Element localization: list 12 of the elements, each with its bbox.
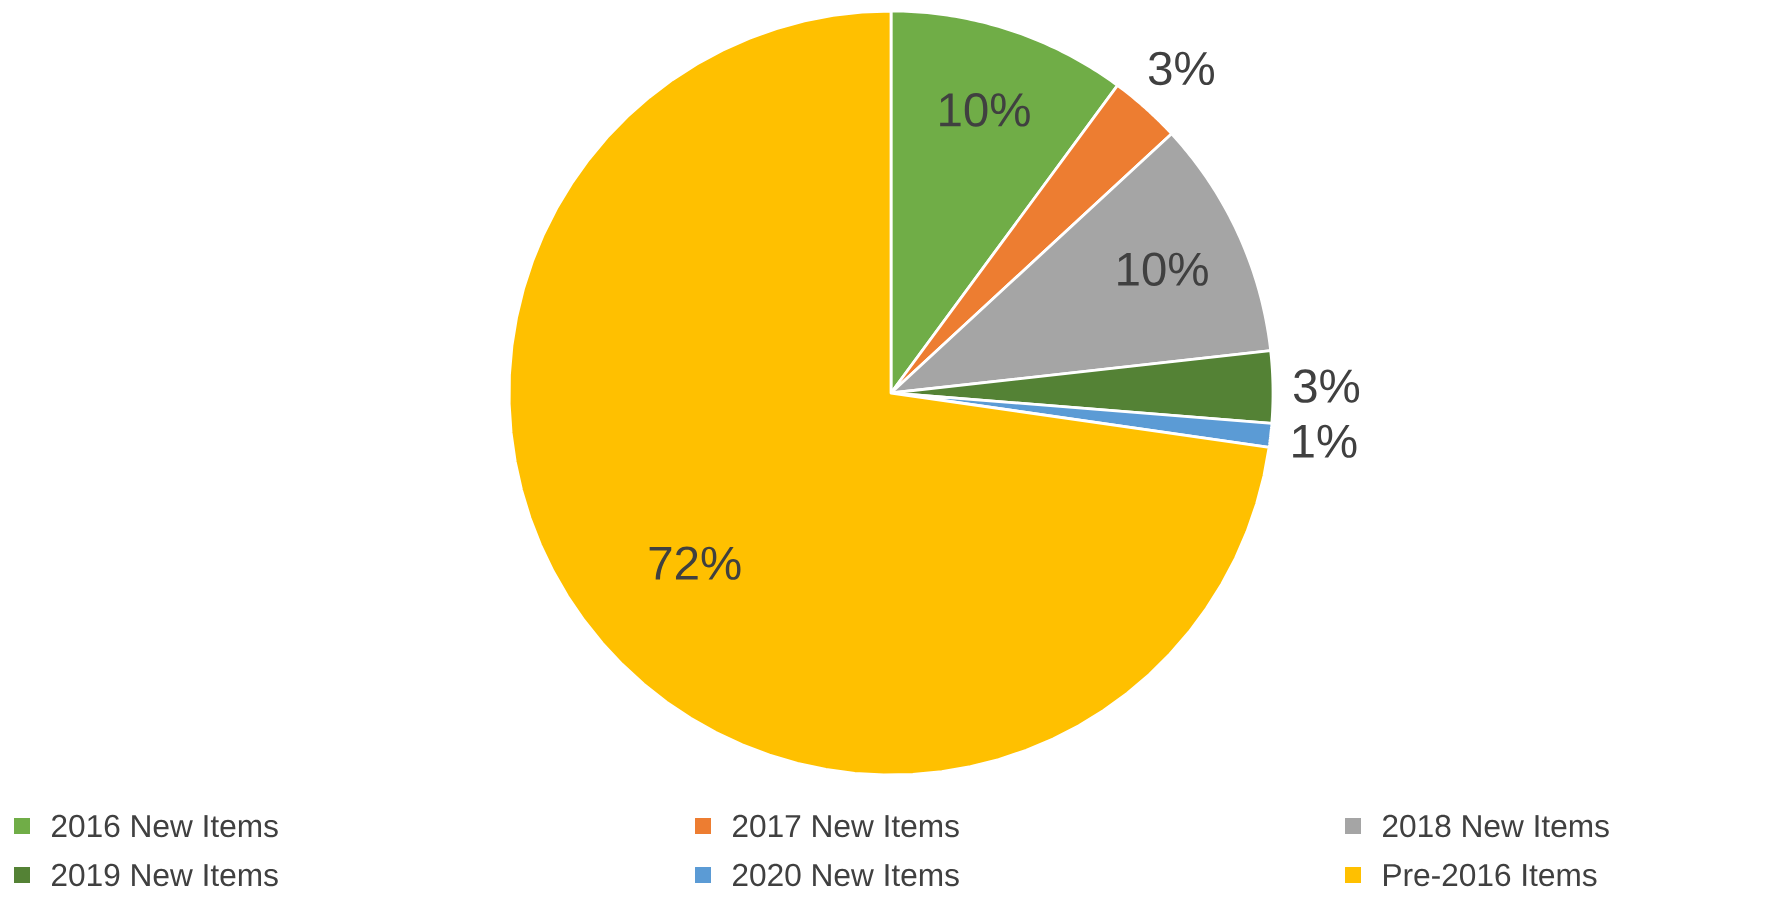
legend-label: 2020 New Items — [733, 863, 959, 887]
data-label: 1% — [1293, 424, 1357, 458]
legend-label: 2018 New Items — [1383, 814, 1609, 838]
legend-label: 2016 New Items — [52, 814, 278, 838]
legend-label: 2019 New Items — [52, 863, 278, 887]
data-label: 3% — [1148, 51, 1214, 86]
data-label: 10% — [1118, 252, 1208, 287]
data-label: 10% — [940, 93, 1030, 127]
data-label: 72% — [649, 546, 741, 580]
legend-label: Pre-2016 Items — [1384, 863, 1597, 887]
legend-label: 2017 New Items — [733, 814, 959, 838]
data-label: 3% — [1293, 369, 1360, 403]
